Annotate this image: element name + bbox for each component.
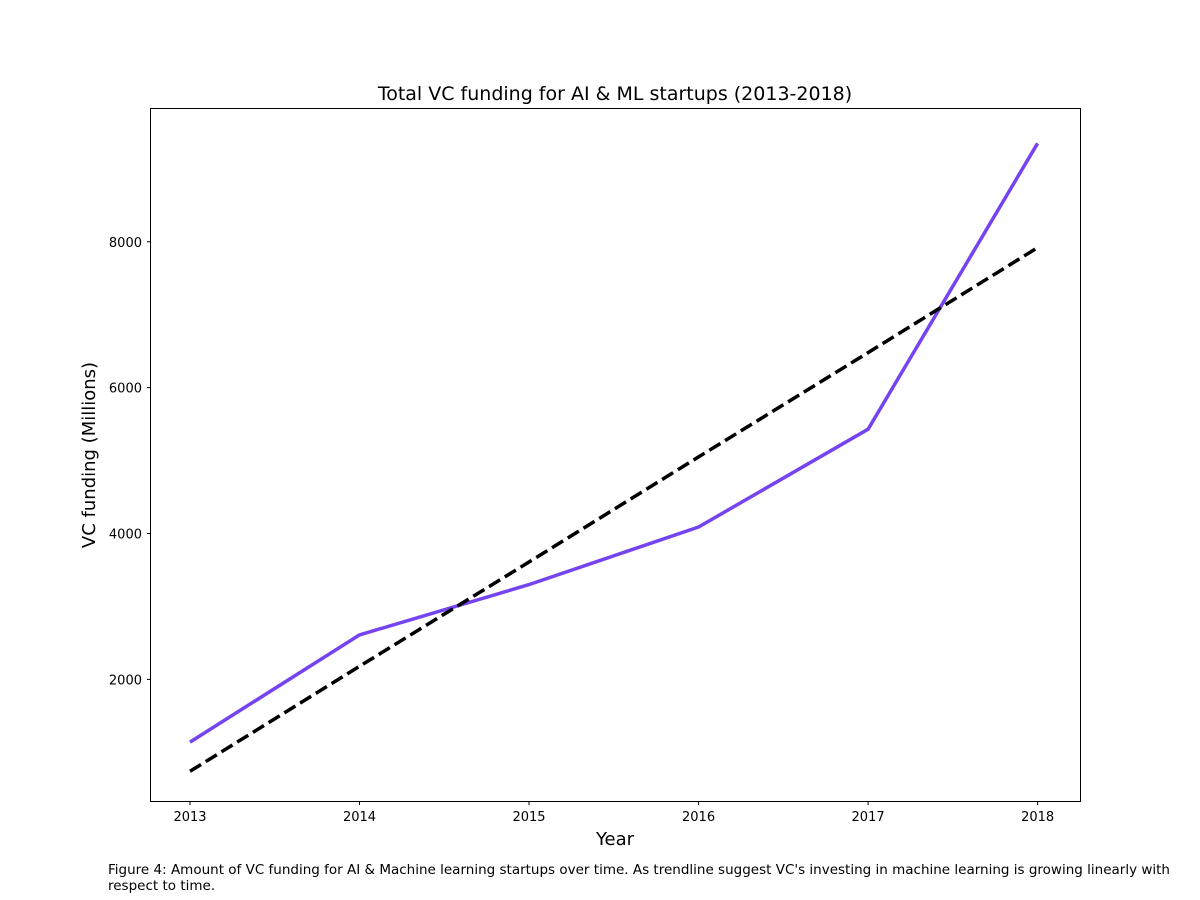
chart-title: Total VC funding for AI & ML startups (2… <box>377 83 852 105</box>
series-layer <box>189 142 1040 773</box>
figure-caption: Figure 4: Amount of VC funding for AI & … <box>108 862 1170 894</box>
x-tick-label: 2018 <box>1021 810 1054 825</box>
y-tick-label: 4000 <box>109 528 142 543</box>
y-tick-label: 6000 <box>109 382 142 397</box>
y-axis-label: VC funding (Millions) <box>79 362 100 548</box>
x-tick-label: 2015 <box>512 810 545 825</box>
plot-frame <box>150 108 1081 802</box>
series-line-1 <box>189 142 1040 744</box>
x-tick-label: 2016 <box>682 810 715 825</box>
x-tick-label: 2014 <box>343 810 376 825</box>
y-tick-label: 8000 <box>109 236 142 251</box>
series-line-2 <box>189 246 1039 773</box>
x-tick-label: 2017 <box>852 810 885 825</box>
line-chart: Total VC funding for AI & ML startups (2… <box>79 83 1081 850</box>
x-axis-ticks: 2013 2014 2015 2016 2017 2018 <box>173 801 1054 825</box>
x-tick-label: 2013 <box>173 810 206 825</box>
y-axis-ticks: 2000 4000 6000 8000 <box>109 236 151 688</box>
y-tick-label: 2000 <box>109 673 142 688</box>
x-axis-label: Year <box>595 829 635 850</box>
